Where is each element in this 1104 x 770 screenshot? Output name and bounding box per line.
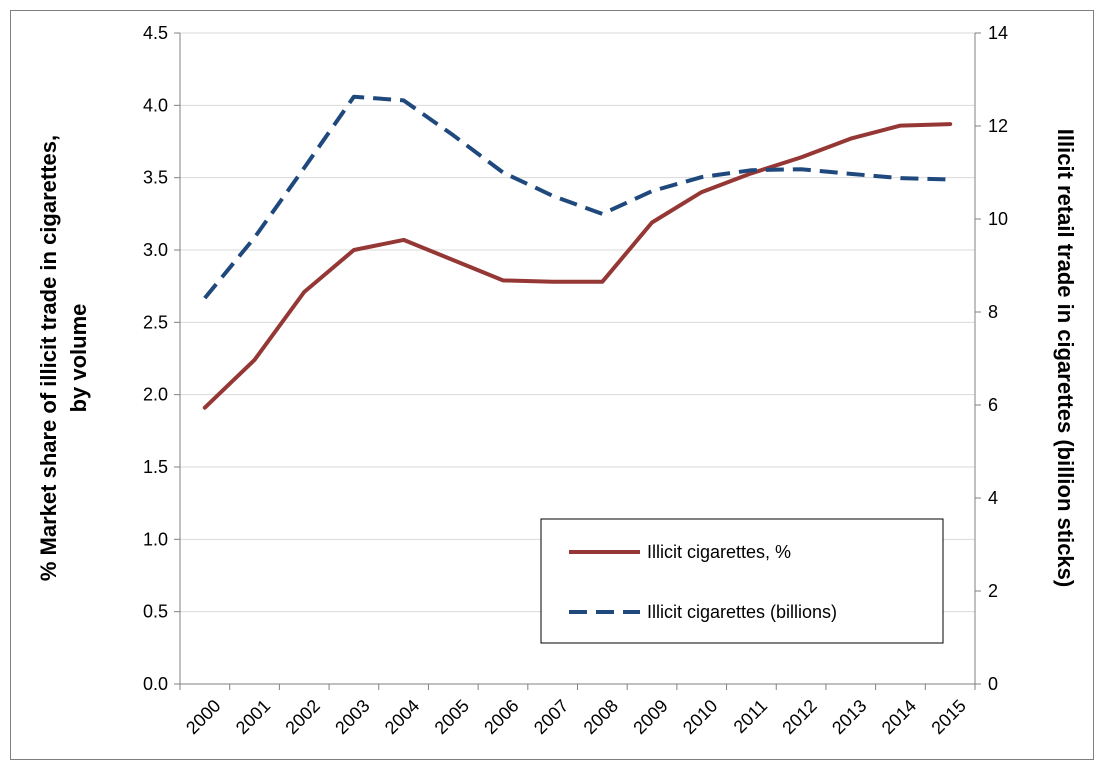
- right-tick-label: 6: [988, 395, 998, 415]
- right-tick-label: 12: [988, 116, 1008, 136]
- left-tick-label: 2.0: [143, 385, 168, 405]
- x-tick-label: 2001: [232, 696, 274, 738]
- right-tick-label: 8: [988, 302, 998, 322]
- x-tick-label: 2010: [679, 696, 721, 738]
- right-tick-label: 0: [988, 674, 998, 694]
- y2-axis-title: Illicit retail trade in cigarettes (bill…: [1053, 129, 1078, 587]
- series-line-2: [203, 94, 951, 300]
- legend: Illicit cigarettes, % Illicit cigarettes…: [540, 518, 944, 644]
- x-tick-label: 2005: [431, 696, 473, 738]
- left-tick-label: 1.0: [143, 529, 168, 549]
- right-axis-ticks: 0 2 4 6 8 10 12 14: [975, 23, 1008, 694]
- x-tick-label: 2011: [730, 696, 772, 738]
- left-tick-label: 4.5: [143, 23, 168, 43]
- x-tick-label: 2013: [828, 696, 870, 738]
- x-tick-label: 2009: [629, 696, 671, 738]
- x-tick-label: 2000: [182, 696, 224, 738]
- right-tick-label: 14: [988, 23, 1008, 43]
- legend-label-series-1: Illicit cigarettes, %: [647, 542, 791, 562]
- left-tick-label: 3.0: [143, 240, 168, 260]
- right-tick-label: 10: [988, 209, 1008, 229]
- y-axis-title-line-2: by volume: [66, 304, 91, 413]
- y-axis-title-line-1: % Market share of illicit trade in cigar…: [36, 135, 61, 581]
- x-axis-ticks: 2000 2001 2002 2003 2004 2005 2006 2007 2008 2009…: [179, 684, 976, 738]
- x-tick-label: 2014: [878, 696, 920, 738]
- left-tick-label: 0.0: [143, 674, 168, 694]
- x-tick-label: 2003: [331, 696, 373, 738]
- right-tick-label: 2: [988, 581, 998, 601]
- x-tick-label: 2006: [480, 696, 522, 738]
- left-tick-label: 3.5: [143, 168, 168, 188]
- x-tick-label: 2008: [580, 696, 622, 738]
- left-tick-label: 1.5: [143, 457, 168, 477]
- left-tick-label: 2.5: [143, 312, 168, 332]
- series-line-1: [202, 122, 953, 410]
- legend-box: [540, 518, 944, 644]
- legend-label-series-2: Illicit cigarettes (billions): [647, 602, 837, 622]
- right-tick-label: 4: [988, 488, 998, 508]
- left-tick-label: 4.0: [143, 95, 168, 115]
- x-tick-label: 2007: [530, 696, 572, 738]
- left-axis-ticks: 0.0 0.5 1.0 1.5 2.0 2.5 3.0 3.5 4.0 4.5: [143, 23, 180, 694]
- x-tick-label: 2002: [281, 696, 323, 738]
- left-tick-label: 0.5: [143, 602, 168, 622]
- x-tick-label: 2012: [778, 696, 820, 738]
- x-tick-label: 2004: [381, 696, 423, 738]
- series-lines: [202, 94, 953, 410]
- x-tick-label: 2015: [927, 696, 969, 738]
